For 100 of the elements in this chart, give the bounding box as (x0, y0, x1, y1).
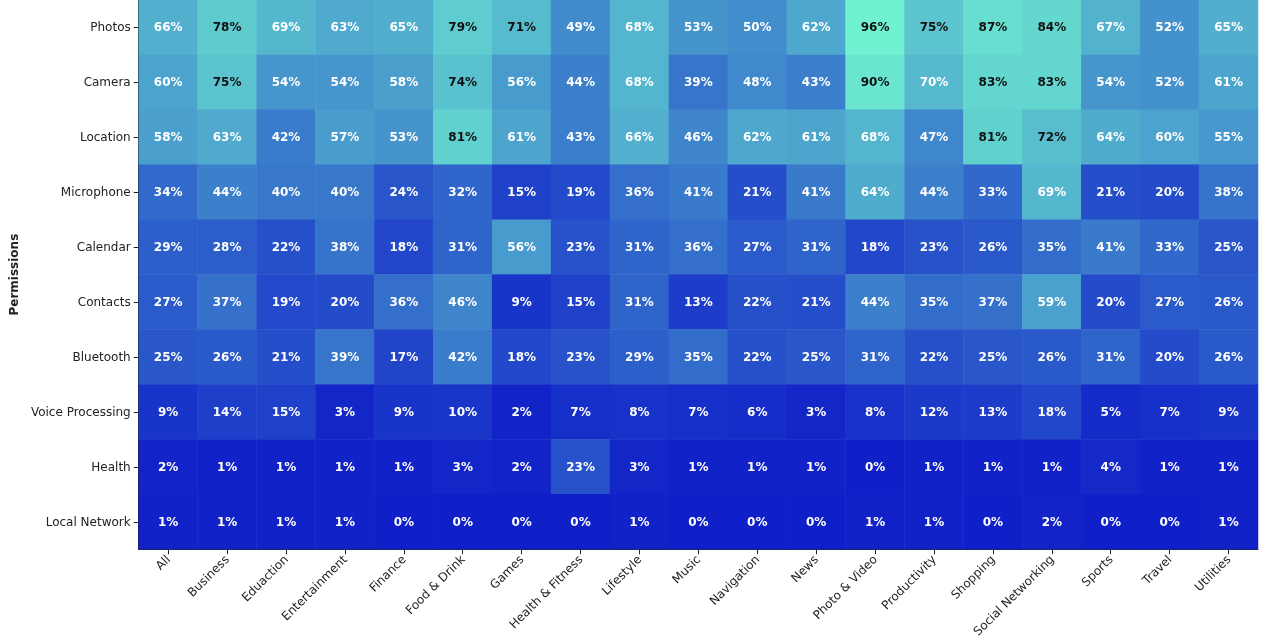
data-label: 1% (334, 514, 356, 529)
data-label: 8% (629, 404, 650, 419)
y-tick-label: Location (79, 130, 131, 145)
data-label: 0% (452, 514, 473, 529)
data-label: 5% (1100, 404, 1121, 419)
data-label: 62% (801, 20, 831, 35)
data-label: 1% (688, 459, 709, 474)
data-label: 21% (801, 295, 831, 310)
data-label: 15% (566, 295, 595, 310)
y-tick-label: Camera (83, 75, 131, 90)
data-label: 64% (860, 185, 890, 200)
data-label: 26% (212, 350, 242, 364)
data-label: 61% (507, 130, 536, 145)
data-label: 33% (978, 185, 1008, 200)
data-label: 1% (157, 514, 179, 529)
data-label: 75% (919, 20, 949, 35)
data-label: 25% (978, 350, 1008, 364)
data-label: 0% (511, 514, 532, 529)
data-label: 52% (1155, 75, 1184, 90)
data-label: 43% (801, 75, 831, 90)
data-label: 9% (1218, 404, 1239, 419)
data-label: 69% (1037, 185, 1067, 200)
data-label: 44% (860, 295, 890, 310)
data-label: 68% (625, 75, 654, 90)
data-label: 31% (625, 240, 654, 255)
data-label: 36% (684, 240, 713, 255)
data-label: 41% (684, 185, 713, 200)
data-label: 53% (389, 130, 419, 145)
data-label: 79% (448, 20, 478, 35)
data-label: 50% (742, 20, 772, 35)
data-label: 54% (1096, 75, 1126, 90)
data-label: 83% (1037, 75, 1067, 90)
data-label: 7% (570, 404, 591, 419)
data-label: 26% (1214, 350, 1243, 364)
data-label: 83% (978, 75, 1008, 90)
data-label: 35% (919, 295, 949, 310)
data-label: 1% (275, 459, 297, 474)
data-label: 22% (742, 350, 772, 364)
data-label: 35% (1037, 240, 1067, 255)
data-label: 1% (393, 459, 414, 474)
data-label: 29% (625, 350, 654, 364)
data-label: 54% (271, 75, 301, 90)
data-label: 0% (1100, 514, 1121, 529)
data-label: 3% (805, 404, 827, 419)
data-label: 33% (1155, 240, 1184, 255)
data-label: 0% (1159, 514, 1180, 529)
data-label: 0% (864, 459, 886, 474)
data-label: 96% (860, 20, 890, 35)
data-label: 20% (1155, 350, 1184, 364)
data-label: 60% (1155, 130, 1184, 145)
data-label: 61% (801, 130, 831, 145)
data-label: 31% (448, 240, 478, 255)
data-label: 0% (393, 514, 414, 529)
data-label: 71% (507, 20, 536, 35)
data-label: 21% (742, 185, 772, 200)
data-label: 17% (389, 350, 419, 364)
data-label: 3% (452, 459, 473, 474)
data-label: 42% (448, 350, 478, 364)
data-label: 1% (747, 459, 768, 474)
data-label: 66% (625, 130, 654, 145)
data-label: 81% (448, 130, 478, 145)
data-label: 42% (271, 130, 301, 145)
data-label: 37% (212, 295, 242, 310)
data-label: 6% (747, 404, 768, 419)
data-label: 69% (271, 20, 301, 35)
y-axis-title: Permissions (7, 233, 21, 316)
data-label: 22% (742, 295, 772, 310)
data-label: 70% (919, 75, 949, 90)
data-label: 31% (860, 350, 890, 364)
data-label: 21% (271, 350, 301, 364)
y-tick-label: Photos (90, 20, 131, 35)
data-label: 62% (742, 130, 772, 145)
y-tick-label: Bluetooth (72, 350, 131, 364)
data-label: 90% (860, 75, 890, 90)
data-label: 38% (330, 240, 360, 255)
data-label: 2% (157, 459, 179, 474)
data-label: 9% (511, 295, 532, 310)
data-label: 28% (212, 240, 242, 255)
data-label: 18% (389, 240, 419, 255)
data-label: 1% (629, 514, 650, 529)
data-label: 56% (507, 240, 536, 255)
data-label: 18% (507, 350, 536, 364)
data-label: 35% (684, 350, 713, 364)
y-tick-label: Health (91, 459, 131, 474)
data-label: 74% (448, 75, 478, 90)
data-label: 68% (625, 20, 654, 35)
data-label: 55% (1214, 130, 1243, 145)
data-label: 1% (334, 459, 356, 474)
data-label: 0% (805, 514, 827, 529)
data-label: 25% (153, 350, 183, 364)
data-label: 15% (271, 404, 301, 419)
data-label: 1% (1041, 459, 1063, 474)
data-label: 0% (570, 514, 591, 529)
data-label: 40% (330, 185, 360, 200)
data-label: 72% (1037, 130, 1067, 145)
data-label: 12% (919, 404, 949, 419)
data-label: 65% (389, 20, 419, 35)
data-label: 1% (1159, 459, 1180, 474)
data-label: 44% (566, 75, 595, 90)
y-tick-label: Local Network (45, 514, 131, 529)
